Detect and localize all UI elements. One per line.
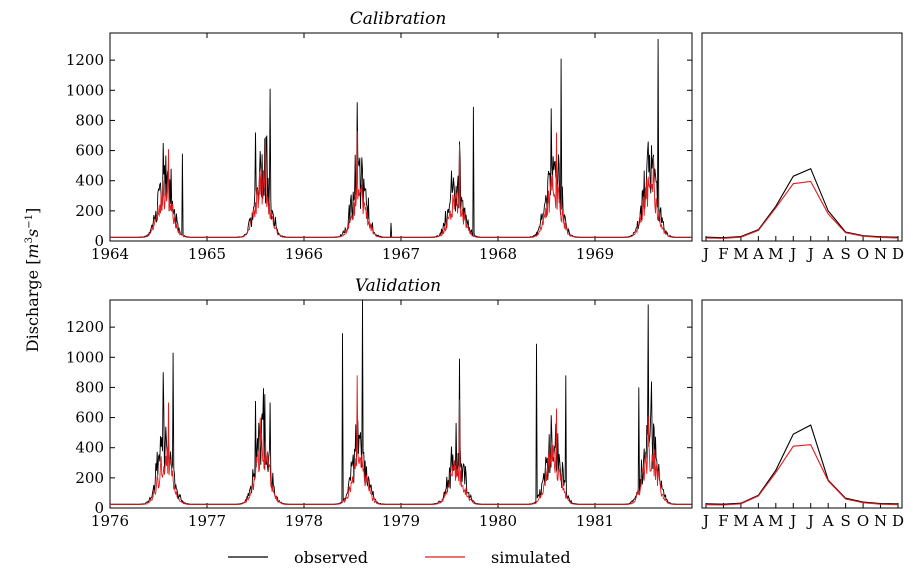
x-tick-label: 1969 <box>576 245 614 263</box>
svg-text:Discharge [m3s−1]: Discharge [m3s−1] <box>23 208 42 352</box>
x-tick-label: F <box>718 245 728 263</box>
x-tick-label: F <box>718 512 728 530</box>
y-tick-label: 800 <box>75 111 104 129</box>
panel-calibration-timeseries: 0 200 400 600 800 1000 1200 1964 1965 1966 1967 196… <box>66 32 693 263</box>
panel-validation-timeseries: 0 200 400 600 800 1000 1200 1976 1977 1978 1979 198… <box>66 299 693 530</box>
title-validation: Validation <box>355 276 441 296</box>
y-tick-label: 0 <box>94 499 104 517</box>
x-tick-label: 1964 <box>91 245 129 263</box>
series-simulated <box>110 130 692 239</box>
x-tick-label: J <box>806 512 814 530</box>
x-tick-label: J <box>788 245 796 263</box>
y-tick-label: 0 <box>94 232 104 250</box>
x-tick-label: 1966 <box>285 245 323 263</box>
x-tick-label: M <box>733 245 748 263</box>
x-tick-label: 1978 <box>285 512 323 530</box>
y-tick-label: 1000 <box>66 348 104 366</box>
x-tick-label: 1977 <box>188 512 226 530</box>
plot-frame <box>701 32 903 242</box>
legend: observed simulated <box>228 548 571 567</box>
y-tick-label: 200 <box>75 202 104 220</box>
y-tick-label: 600 <box>75 409 104 427</box>
x-tick-label: J <box>701 245 709 263</box>
plot-frame <box>701 299 903 509</box>
x-tick-label: D <box>892 245 904 263</box>
x-tick-label: M <box>768 245 783 263</box>
x-tick-label: J <box>806 245 814 263</box>
x-tick-label: A <box>752 245 764 263</box>
y-tick-label: 1200 <box>66 318 104 336</box>
x-tick-label: 1980 <box>479 512 517 530</box>
series-observed <box>705 424 899 505</box>
x-tick-label: A <box>752 512 764 530</box>
x-tick-label: O <box>857 512 869 530</box>
x-tick-label: 1981 <box>576 512 614 530</box>
x-tick-label: S <box>840 512 850 530</box>
x-tick-label: M <box>733 512 748 530</box>
series-simulated <box>110 375 692 506</box>
x-tick-label: 1968 <box>479 245 517 263</box>
y-axis-label: Discharge [m3s−1] <box>23 208 42 352</box>
x-tick-label: 1979 <box>382 512 420 530</box>
series-observed <box>705 167 899 239</box>
y-tick-label: 1200 <box>66 51 104 69</box>
legend-observed-label: observed <box>294 548 368 567</box>
legend-simulated-label: simulated <box>491 548 571 567</box>
y-tick-label: 800 <box>75 378 104 396</box>
title-calibration: Calibration <box>350 9 447 29</box>
y-tick-label: 200 <box>75 469 104 487</box>
series-observed <box>110 38 692 238</box>
plot-frame <box>109 299 693 509</box>
y-tick-label: 600 <box>75 142 104 160</box>
series-simulated <box>705 180 899 239</box>
plot-frame <box>109 32 693 242</box>
x-tick-label: J <box>788 512 796 530</box>
y-tick-label: 400 <box>75 172 104 190</box>
x-tick-label: D <box>892 512 904 530</box>
x-tick-label: J <box>701 512 709 530</box>
x-tick-label: 1965 <box>188 245 226 263</box>
x-tick-label: S <box>840 245 850 263</box>
x-tick-label: A <box>822 245 834 263</box>
x-tick-label: O <box>857 245 869 263</box>
x-tick-label: A <box>822 512 834 530</box>
x-tick-label: M <box>768 512 783 530</box>
y-tick-label: 1000 <box>66 81 104 99</box>
series-simulated <box>705 444 899 506</box>
x-tick-label: 1967 <box>382 245 420 263</box>
y-tick-label: 400 <box>75 439 104 457</box>
x-tick-label: N <box>874 512 887 530</box>
series-observed <box>110 299 692 505</box>
x-tick-label: 1976 <box>91 512 129 530</box>
x-tick-label: N <box>874 245 887 263</box>
